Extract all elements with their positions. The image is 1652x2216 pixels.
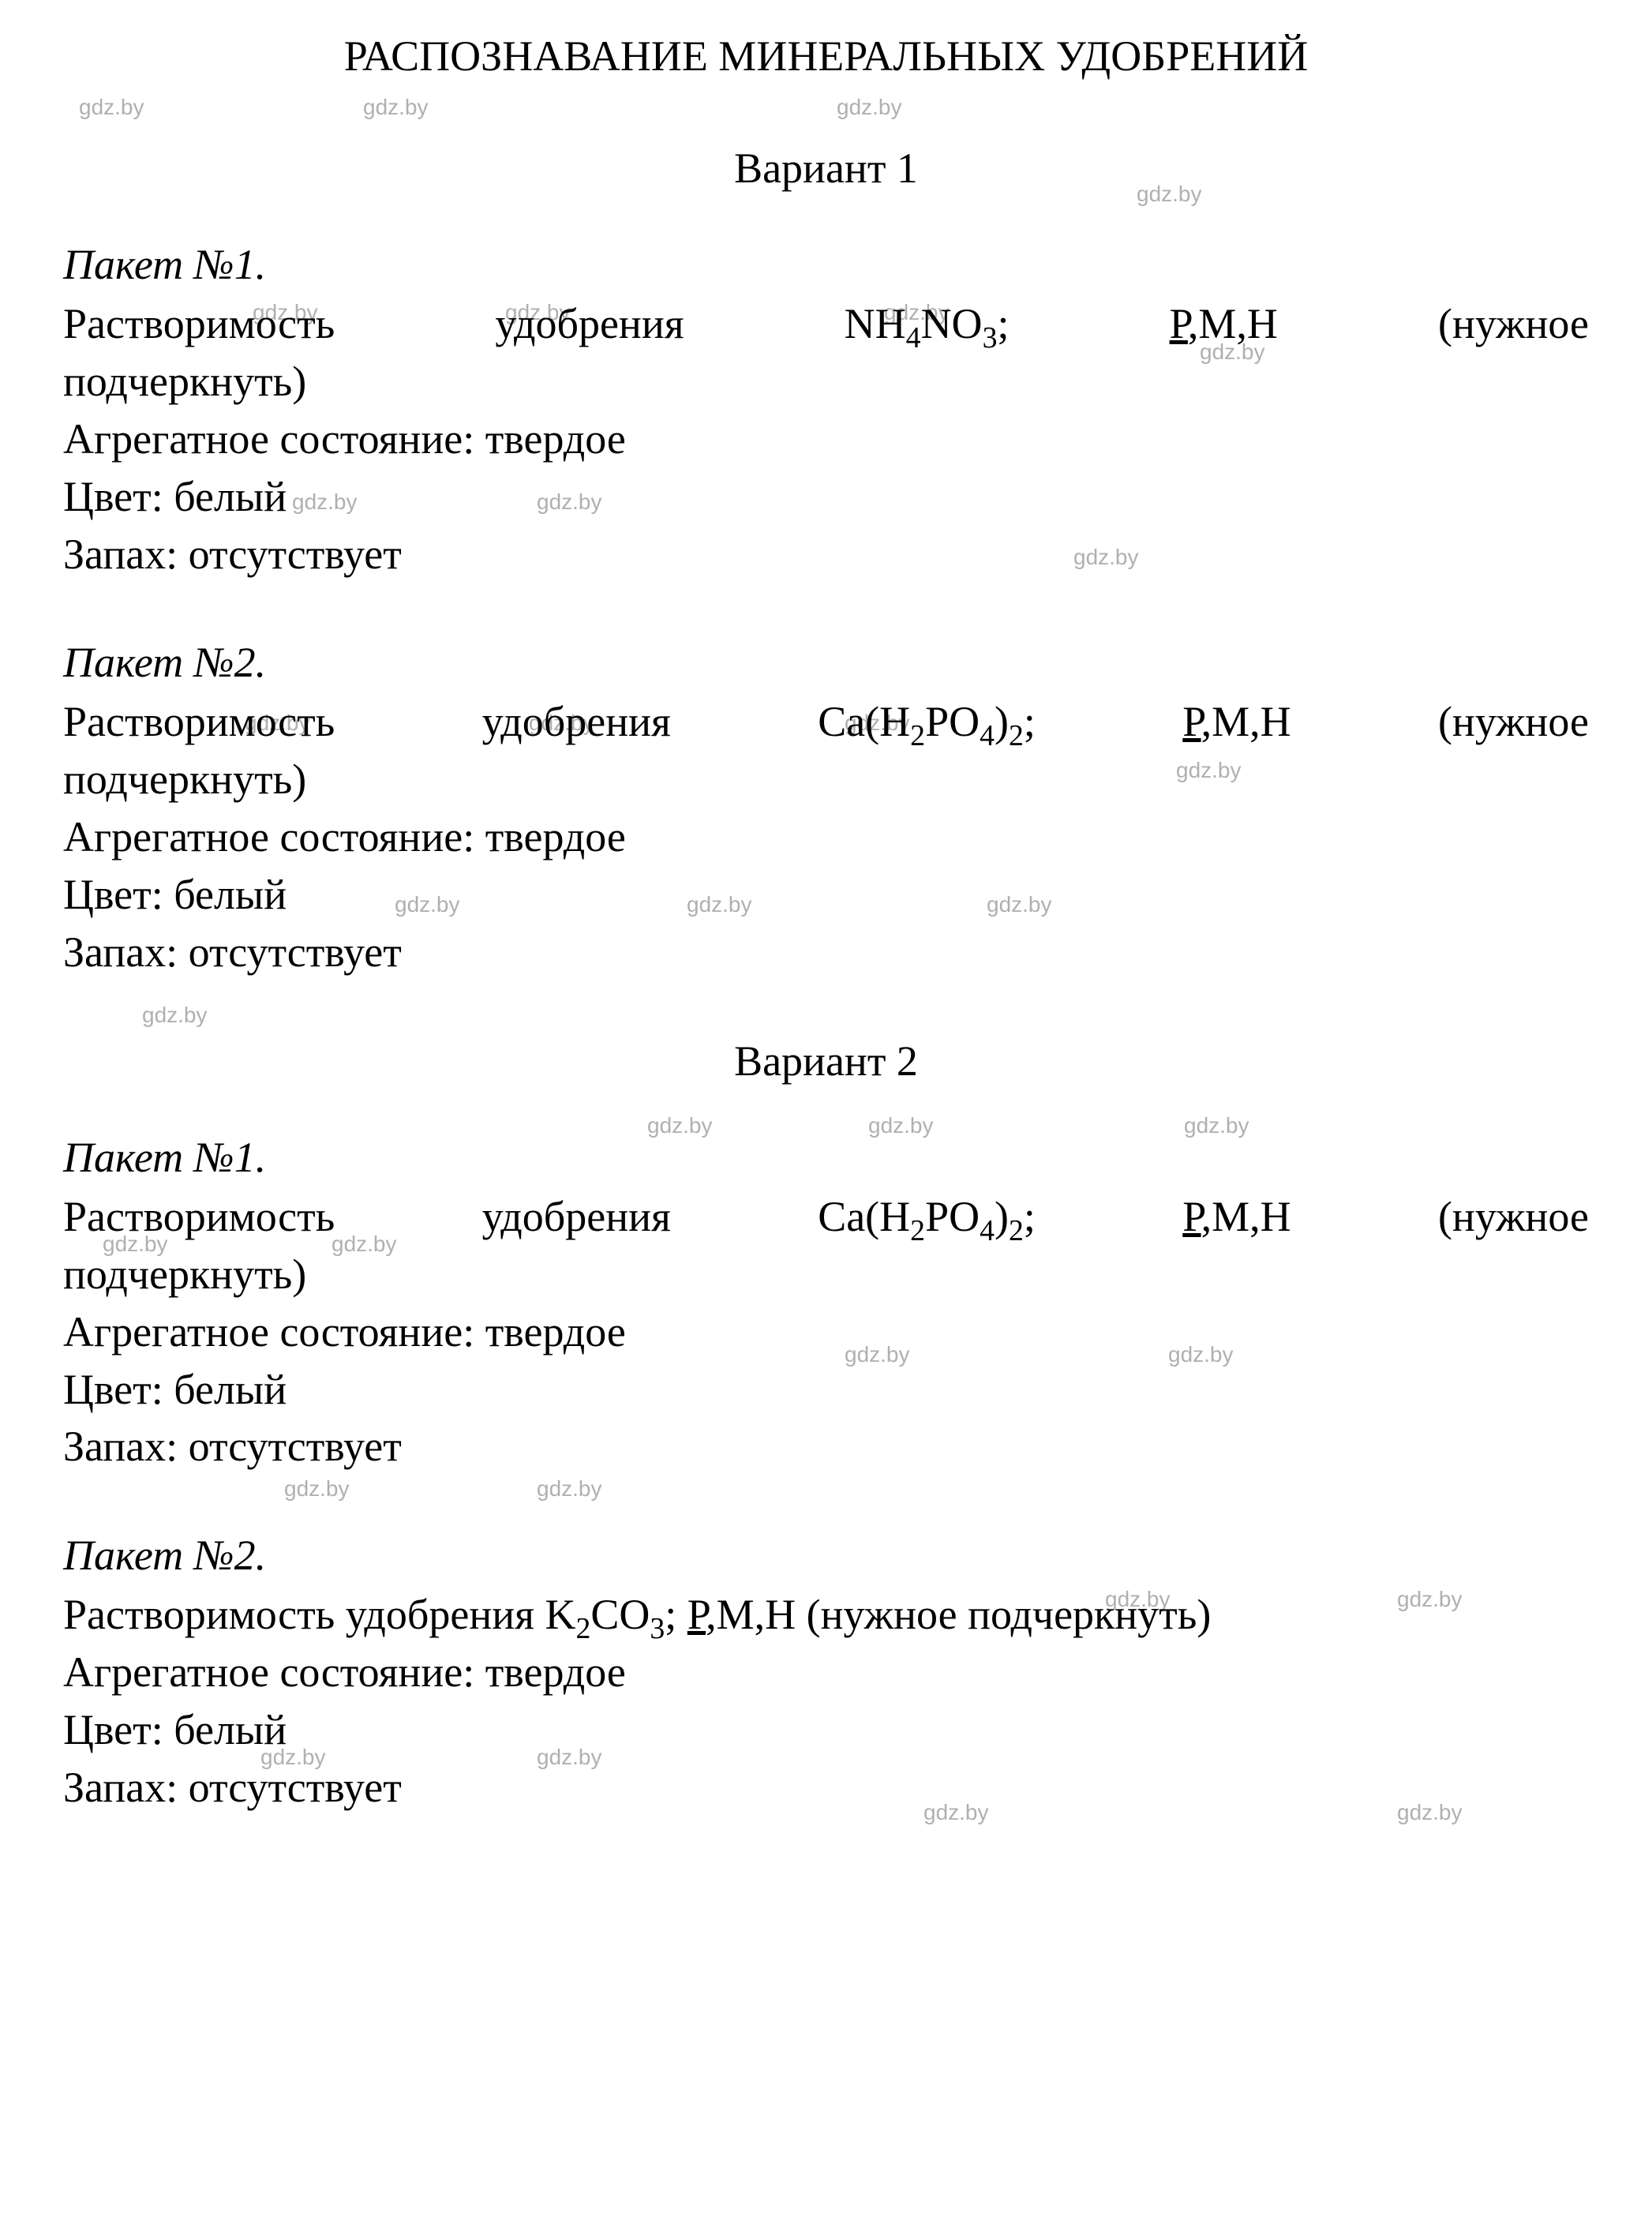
packet-block: Пакет №1. Растворимость удобрения NH4NO3; Р,…	[63, 240, 1589, 583]
solubility-options: Р,М,Н	[1170, 295, 1278, 353]
color-line: Цвет: белый	[63, 1701, 1589, 1759]
packet-title: Пакет №1.	[63, 1133, 1589, 1182]
fertilizer-word: удобрения	[482, 1188, 671, 1246]
chemical-formula: NH4NO3;	[845, 295, 1010, 353]
solubility-note-continuation: подчеркнуть)	[63, 1246, 1589, 1303]
smell-line: Запах: отсутствует	[63, 924, 1589, 981]
page-title: РАСПОЗНАВАНИЕ МИНЕРАЛЬНЫХ УДОБРЕНИЙ	[63, 32, 1589, 81]
packet-block: Пакет №2. Растворимость удобрения Ca(H2PO4)…	[63, 638, 1589, 981]
fertilizer-word: удобрения	[482, 693, 671, 751]
smell-line: Запах: отсутствует	[63, 526, 1589, 583]
solubility-options: Р,М,Н	[1182, 693, 1291, 751]
color-line: Цвет: белый	[63, 468, 1589, 526]
state-line: Агрегатное состояние: твердое	[63, 1303, 1589, 1361]
variant-header: Вариант 2	[63, 1037, 1589, 1086]
solubility-note-continuation: подчеркнуть)	[63, 353, 1589, 411]
solubility-label: Растворимость	[63, 295, 335, 353]
solubility-line: Растворимость удобрения Ca(H2PO4)2; Р,М,Н (н…	[63, 693, 1589, 751]
color-line: Цвет: белый	[63, 866, 1589, 924]
packet-block: Пакет №1. Растворимость удобрения Ca(H2PO4)…	[63, 1133, 1589, 1475]
solubility-options: Р,М,Н	[1182, 1188, 1291, 1246]
state-line: Агрегатное состояние: твердое	[63, 1644, 1589, 1701]
packet-block: Пакет №2. Растворимость удобрения K2CO3; …	[63, 1531, 1589, 1817]
chemical-formula: Ca(H2PO4)2;	[818, 693, 1036, 751]
state-line: Агрегатное состояние: твердое	[63, 411, 1589, 468]
variant-header: Вариант 1	[63, 144, 1589, 193]
solubility-note: (нужное	[1438, 693, 1589, 751]
solubility-line: Растворимость удобрения Ca(H2PO4)2; Р,М,Н (н…	[63, 1188, 1589, 1246]
state-line: Агрегатное состояние: твердое	[63, 808, 1589, 866]
solubility-label: Растворимость	[63, 693, 335, 751]
solubility-line: Растворимость удобрения NH4NO3; Р,М,Н (нужно…	[63, 295, 1589, 353]
fertilizer-word: удобрения	[495, 295, 684, 353]
packet-title: Пакет №2.	[63, 638, 1589, 687]
chemical-formula: Ca(H2PO4)2;	[818, 1188, 1036, 1246]
packet-title: Пакет №1.	[63, 240, 1589, 289]
smell-line: Запах: отсутствует	[63, 1759, 1589, 1817]
packet-title: Пакет №2.	[63, 1531, 1589, 1580]
smell-line: Запах: отсутствует	[63, 1418, 1589, 1475]
solubility-label: Растворимость	[63, 1188, 335, 1246]
color-line: Цвет: белый	[63, 1361, 1589, 1419]
solubility-line: Растворимость удобрения K2CO3; Р,М,Н (ну…	[63, 1586, 1589, 1644]
solubility-note: (нужное	[1438, 1188, 1589, 1246]
solubility-note-continuation: подчеркнуть)	[63, 751, 1589, 808]
solubility-note: (нужное	[1438, 295, 1589, 353]
